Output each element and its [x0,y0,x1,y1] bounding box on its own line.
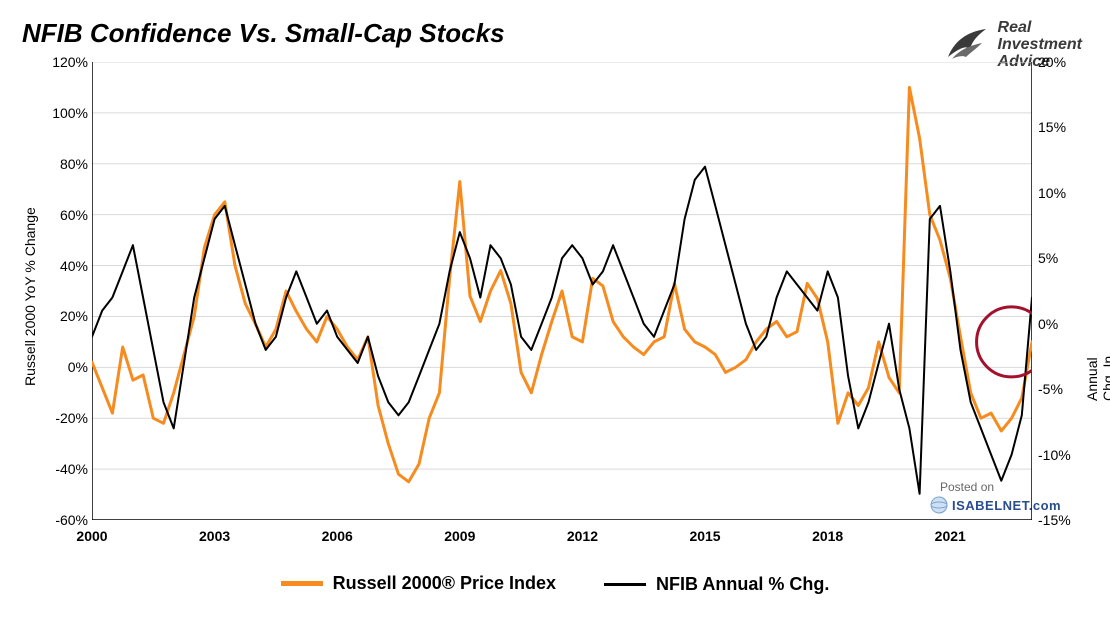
y-left-tick: 40% [28,258,88,274]
chart-plot [92,62,1032,520]
legend-swatch [604,583,646,586]
x-tick: 2000 [62,528,122,544]
legend-item: NFIB Annual % Chg. [604,574,829,595]
y-right-tick: 10% [1038,185,1098,201]
chart-title: NFIB Confidence Vs. Small-Cap Stocks [22,18,505,49]
y-left-tick: 0% [28,359,88,375]
x-tick: 2018 [798,528,858,544]
logo-line2: Investment [998,37,1082,54]
x-tick: 2006 [307,528,367,544]
globe-icon [930,496,948,519]
y-right-tick: 5% [1038,250,1098,266]
chart-legend: Russell 2000® Price Index NFIB Annual % C… [0,570,1110,595]
y-right-tick: -15% [1038,512,1098,528]
watermark-posted: Posted on [940,480,994,494]
y-left-tick: 80% [28,156,88,172]
legend-label: Russell 2000® Price Index [333,573,556,594]
y-right-tick: 15% [1038,119,1098,135]
logo-line1: Real [998,20,1082,37]
y-left-tick: 60% [28,207,88,223]
y-left-tick: 20% [28,308,88,324]
x-tick: 2009 [430,528,490,544]
y-left-tick: -40% [28,461,88,477]
legend-swatch [281,581,323,586]
x-tick: 2021 [920,528,980,544]
watermark-site: ISABELNET.com [952,498,1061,513]
y-right-tick: 20% [1038,54,1098,70]
x-tick: 2003 [185,528,245,544]
y-left-tick: 100% [28,105,88,121]
x-tick: 2015 [675,528,735,544]
y-right-tick: 0% [1038,316,1098,332]
legend-label: NFIB Annual % Chg. [656,574,829,595]
x-tick: 2012 [552,528,612,544]
legend-item: Russell 2000® Price Index [281,573,556,594]
y-right-tick: -10% [1038,447,1098,463]
y-right-tick: -5% [1038,381,1098,397]
eagle-icon [946,27,990,63]
y-left-tick: 120% [28,54,88,70]
y-left-tick: -60% [28,512,88,528]
y-left-tick: -20% [28,410,88,426]
